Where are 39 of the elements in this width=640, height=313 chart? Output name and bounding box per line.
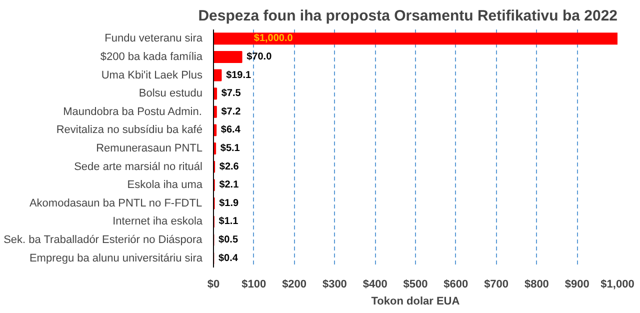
data-label: $1.9 — [219, 198, 240, 209]
data-label: $0.5 — [218, 234, 238, 246]
y-tick-label: Remunerasaun PNTL — [96, 142, 203, 154]
y-tick-label: Eskola iha uma — [127, 179, 204, 192]
data-label: $70.0 — [246, 51, 272, 62]
y-tick-label: Uma Kbi'it Laek Plus — [101, 69, 203, 82]
x-tick-label: $1,000 — [600, 278, 634, 290]
x-tick-label: $700 — [484, 278, 509, 290]
x-tick-label: $200 — [282, 278, 307, 290]
data-label: $19.1 — [226, 70, 252, 81]
y-tick-label: Maundobra ba Postu Admin. — [63, 106, 202, 118]
x-tick-label: $300 — [322, 278, 347, 290]
x-tick-label: $800 — [524, 278, 549, 290]
data-label: $1.1 — [218, 216, 239, 228]
x-tick-label: $900 — [564, 278, 590, 290]
x-tick-label: $100 — [242, 278, 266, 290]
data-label: $7.5 — [221, 88, 242, 100]
data-label: $2.6 — [219, 161, 240, 172]
x-axis-title: Tokon dolar EUA — [371, 296, 460, 308]
y-tick-label: Internet iha eskola — [112, 216, 204, 228]
data-label: $7.2 — [221, 106, 242, 118]
y-tick-label: $200 ba kada família — [100, 50, 204, 63]
y-tick-label: Sek. ba Traballadór Esteriór no Diáspora — [4, 234, 204, 246]
x-tick-label: $0 — [207, 278, 220, 290]
x-tick-label: $400 — [362, 278, 388, 290]
x-tick-label: $600 — [444, 278, 468, 290]
x-tick-label: $500 — [403, 278, 428, 290]
y-tick-label: Revitaliza no subsídiu ba kafé — [56, 124, 203, 136]
y-tick-label: Sede arte marsiál no rituál — [74, 160, 203, 173]
chart-title: Despeza foun iha proposta Orsamentu Retifikativu ba 2022 — [198, 8, 618, 24]
data-label: $2.1 — [219, 180, 240, 191]
y-tick-label: Akomodasaun ba PNTL no F-FDTL — [29, 197, 202, 210]
data-label: $0.4 — [218, 252, 238, 264]
y-tick-label: Fundu veteranu sira — [104, 32, 204, 45]
data-label: $6.4 — [220, 124, 241, 136]
y-tick-label: Bolsu estudu — [138, 88, 203, 100]
data-label: $1,000.0 — [254, 33, 294, 44]
data-label: $5.1 — [220, 143, 240, 154]
y-tick-label: Empregu ba alunu universitáriu sira — [29, 252, 204, 264]
